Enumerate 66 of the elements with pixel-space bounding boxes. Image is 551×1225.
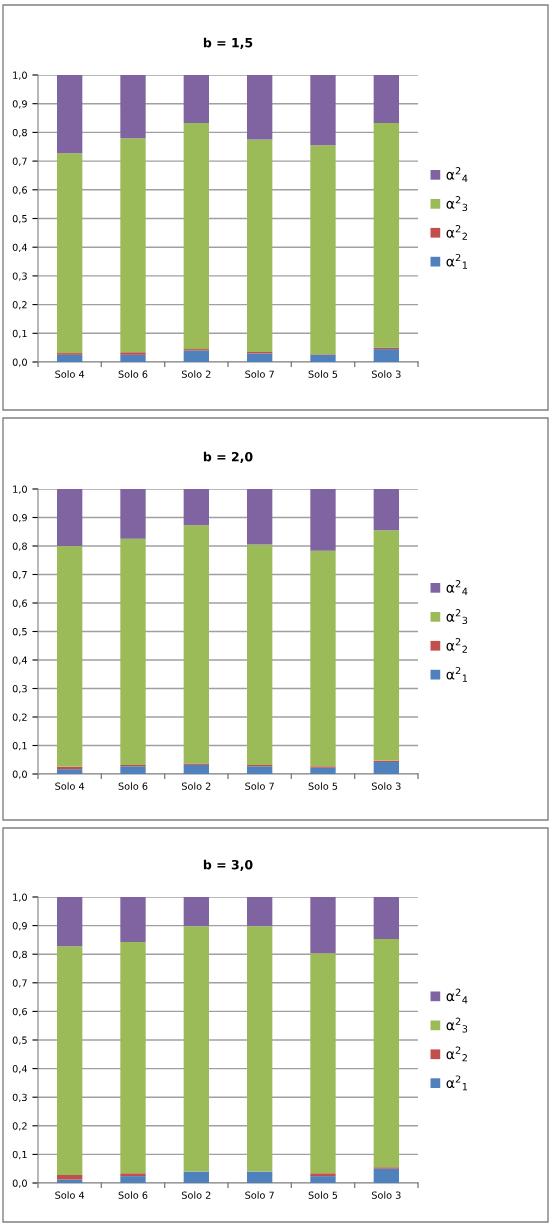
legend-label: α$^{2}$$_{4}$: [446, 988, 468, 1004]
x-tick-label: Solo 5: [308, 782, 338, 790]
y-tick-label: 0,6: [12, 186, 27, 195]
y-tick-label: 0,5: [12, 1036, 27, 1045]
y-tick-label: 0,4: [12, 1065, 28, 1074]
y-tick-label: 1,0: [13, 71, 27, 80]
x-tick-label: Solo 3: [371, 782, 401, 790]
legend-label: α$^{2}$$_{3}$: [446, 196, 468, 212]
legend-label: α$^{2}$$_{1}$: [446, 666, 468, 682]
legend-label: α$^{2}$$_{3}$: [446, 609, 468, 625]
x-tick-label: Solo 7: [245, 782, 274, 790]
legend-label: α$^{2}$$_{4}$: [446, 167, 468, 182]
x-tick-label: Solo 2: [181, 782, 211, 790]
y-tick-label: 0,0: [12, 1179, 27, 1188]
legend-label: α$^{2}$$_{2}$: [446, 637, 467, 653]
x-tick-label: Solo 4: [55, 370, 85, 378]
x-tick-label: Solo 7: [245, 1191, 274, 1199]
y-tick-label: 0,7: [12, 570, 27, 580]
legend-label: α$^{2}$$_{1}$: [446, 253, 468, 269]
y-tick-label: 0,0: [12, 770, 27, 779]
y-tick-label: 0,0: [12, 358, 27, 367]
x-tick-label: Solo 2: [181, 1191, 211, 1199]
y-tick-label: 0,1: [12, 1150, 27, 1160]
y-tick-label: 0,4: [12, 243, 28, 253]
y-tick-label: 0,8: [12, 542, 27, 551]
y-tick-label: 0,3: [12, 684, 27, 694]
x-tick-label: Solo 3: [371, 1191, 401, 1199]
legend-label: α$^{2}$$_{1}$: [446, 1075, 468, 1091]
y-tick-label: 0,5: [12, 214, 27, 224]
y-tick-label: 0,7: [12, 157, 27, 166]
x-tick-label: Solo 6: [118, 782, 148, 790]
x-tick-label: Solo 3: [371, 370, 401, 378]
x-tick-label: Solo 4: [55, 1191, 85, 1199]
y-tick-label: 0,2: [12, 301, 27, 310]
y-tick-label: 0,7: [12, 979, 27, 988]
y-tick-label: 0,9: [12, 100, 27, 109]
y-tick-label: 1,0: [13, 485, 27, 494]
y-tick-label: 0,9: [12, 513, 27, 523]
y-tick-label: 0,9: [12, 922, 27, 931]
x-tick-label: Solo 6: [118, 1191, 148, 1199]
y-tick-label: 0,1: [12, 741, 27, 751]
y-tick-label: 0,1: [12, 329, 27, 339]
y-tick-label: 0,6: [12, 1007, 27, 1017]
y-tick-label: 0,4: [12, 656, 28, 665]
chart-title: b = 2,0: [203, 451, 253, 463]
y-tick-label: 0,8: [12, 128, 27, 138]
legend-label: α$^{2}$$_{4}$: [446, 580, 468, 595]
y-tick-label: 0,3: [12, 1093, 27, 1103]
x-tick-label: Solo 7: [245, 370, 274, 378]
legend-label: α$^{2}$$_{3}$: [446, 1017, 468, 1033]
chart-title: b = 3,0: [203, 859, 253, 871]
x-tick-label: Solo 5: [308, 1191, 338, 1199]
y-tick-label: 0,2: [12, 1122, 27, 1131]
y-tick-label: 0,8: [12, 950, 27, 960]
x-tick-label: Solo 4: [55, 782, 85, 790]
chart-title: b = 1,5: [203, 37, 253, 49]
y-tick-label: 0,6: [12, 599, 27, 608]
legend-label: α$^{2}$$_{2}$: [446, 224, 467, 240]
legend-label: α$^{2}$$_{2}$: [446, 1046, 467, 1062]
y-tick-label: 0,2: [12, 713, 27, 722]
y-tick-label: 0,3: [12, 272, 27, 281]
x-tick-label: Solo 6: [118, 370, 148, 378]
y-tick-label: 1,0: [13, 893, 27, 902]
y-tick-label: 0,5: [12, 627, 27, 637]
x-tick-label: Solo 5: [308, 370, 338, 378]
x-tick-label: Solo 2: [181, 370, 211, 378]
